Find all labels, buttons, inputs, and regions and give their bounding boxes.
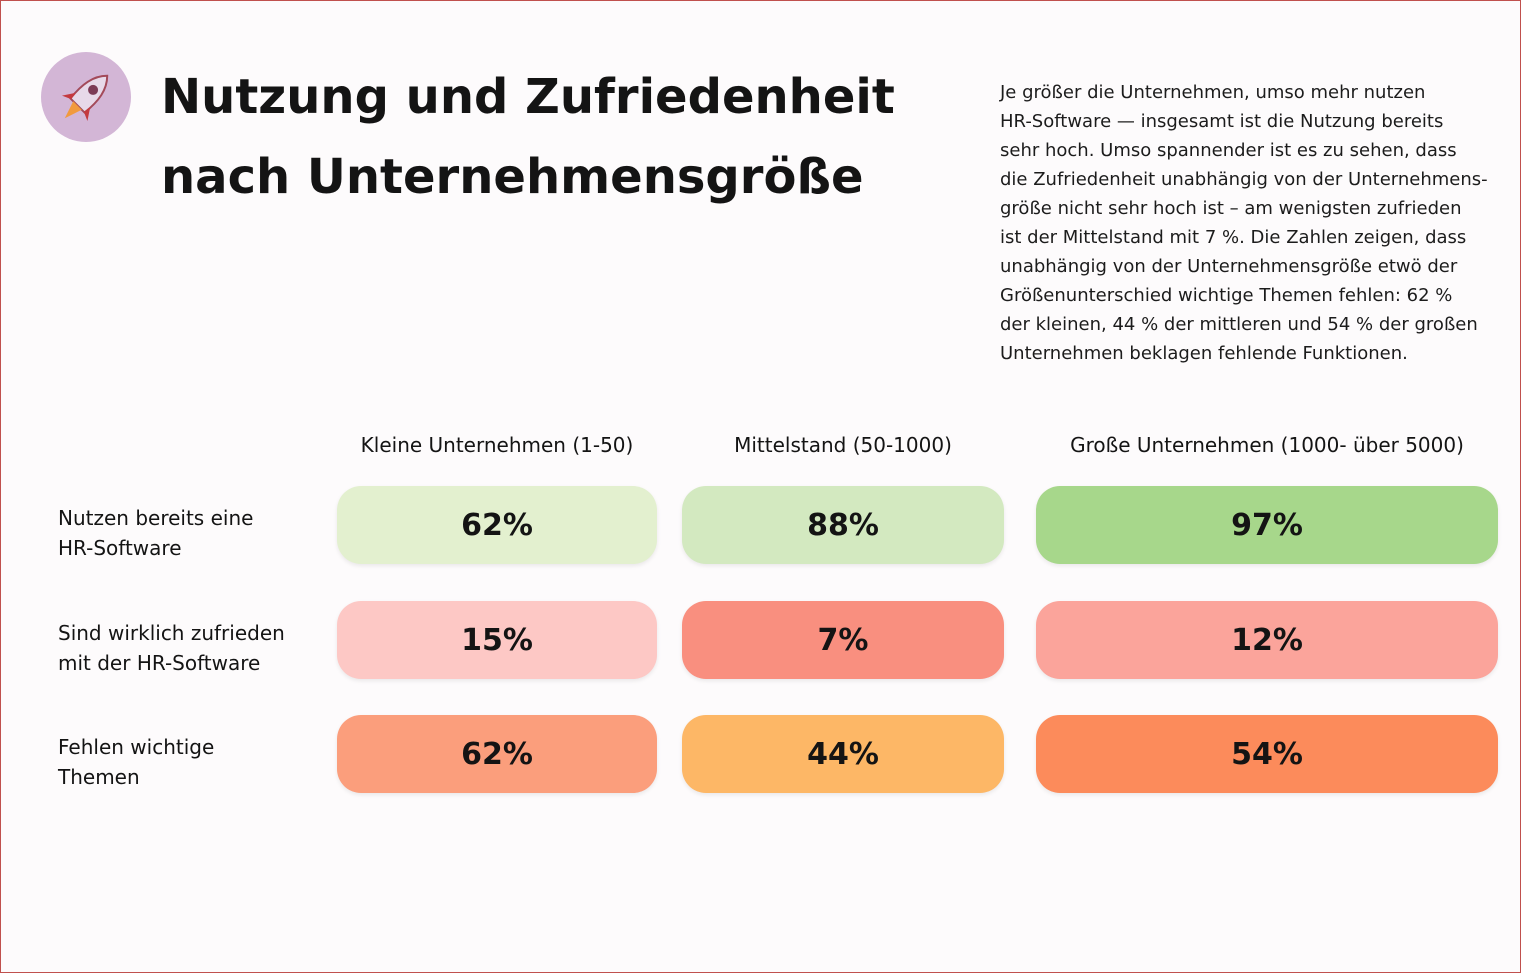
value-cell: 62%	[337, 486, 657, 564]
description-line: der kleinen, 44 % der mittleren und 54 %…	[1000, 314, 1478, 335]
title-line: nach Unternehmensgröße	[161, 149, 864, 205]
description-line: die Zufriedenheit unabhängig von der Unt…	[1000, 169, 1488, 190]
row-label: Nutzen bereits eine	[58, 506, 254, 530]
value-cell: 15%	[337, 601, 657, 679]
rocket-icon	[41, 52, 131, 142]
description-line: Je größer die Unternehmen, umso mehr nut…	[1000, 82, 1426, 103]
row-label: Themen	[58, 765, 140, 789]
description-line: größe nicht sehr hoch ist – am wenigsten…	[1000, 198, 1462, 219]
row-label: Fehlen wichtige	[58, 735, 215, 759]
value-cell: 44%	[682, 715, 1004, 793]
value-cell: 88%	[682, 486, 1004, 564]
description-line: unabhängig von der Unternehmensgröße etw…	[1000, 256, 1458, 277]
value-cell: 97%	[1036, 486, 1498, 564]
row-label: mit der HR-Software	[58, 651, 261, 675]
value-cell: 54%	[1036, 715, 1498, 793]
row-label: HR-Software	[58, 536, 182, 560]
value-cell: 12%	[1036, 601, 1498, 679]
title-line: Nutzung und Zufriedenheit	[161, 69, 895, 125]
row-label: Sind wirklich zufrieden	[58, 621, 285, 645]
description-line: HR-Software — insgesamt ist die Nutzung …	[1000, 111, 1444, 132]
column-header: Mittelstand (50-1000)	[734, 433, 952, 457]
value-cell: 62%	[337, 715, 657, 793]
description-line: Größenunterschied wichtige Themen fehlen…	[1000, 285, 1453, 306]
column-header: Große Unternehmen (1000- über 5000)	[1070, 433, 1464, 457]
description-line: Unternehmen beklagen fehlende Funktionen…	[1000, 343, 1408, 364]
description-line: sehr hoch. Umso spannender ist es zu seh…	[1000, 140, 1457, 161]
value-cell: 7%	[682, 601, 1004, 679]
description-line: ist der Mittelstand mit 7 %. Die Zahlen …	[1000, 227, 1467, 248]
column-header: Kleine Unternehmen (1-50)	[360, 433, 634, 457]
